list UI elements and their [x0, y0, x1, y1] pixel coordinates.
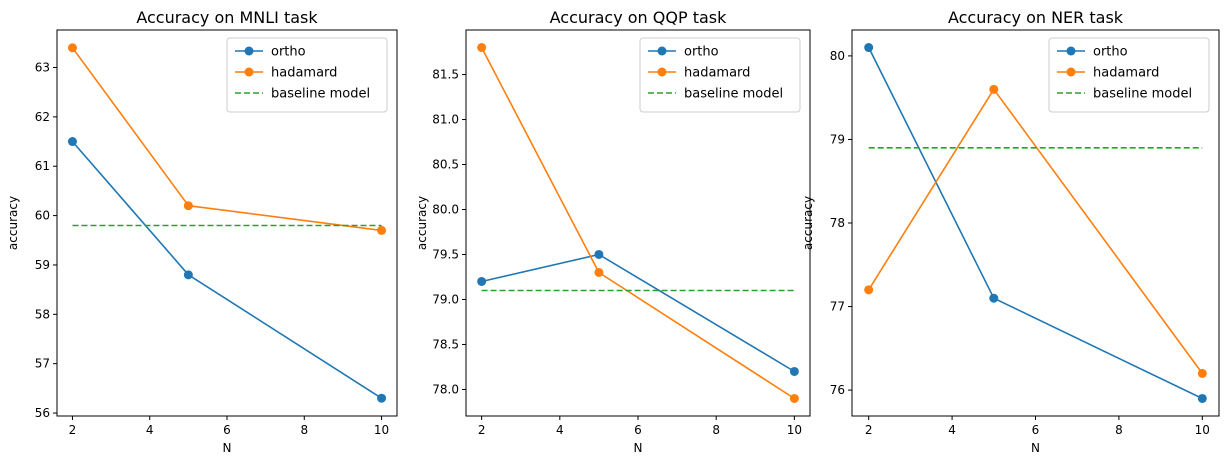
legend-marker-hadamard	[1066, 67, 1076, 77]
y-tick-label: 78.0	[432, 382, 459, 396]
y-tick-label: 62	[35, 110, 50, 124]
data-point-hadamard	[1197, 368, 1207, 378]
x-axis-label: N	[223, 441, 232, 455]
x-tick-label: 8	[1115, 423, 1123, 437]
y-tick-label: 77	[830, 300, 845, 314]
data-point-hadamard	[377, 225, 387, 235]
x-tick-label: 6	[223, 423, 231, 437]
data-point-ortho	[377, 393, 387, 403]
series-line-ortho	[481, 253, 795, 373]
y-tick-label: 79.0	[432, 292, 459, 306]
y-tick-label: 61	[35, 159, 50, 173]
x-tick-label: 6	[1032, 423, 1040, 437]
y-tick-label: 63	[35, 61, 50, 75]
legend-label-baseline-model: baseline model	[271, 87, 370, 102]
chart-title: Accuracy on QQP task	[550, 8, 727, 27]
series-line-hadamard	[868, 88, 1203, 374]
x-tick-label: 4	[556, 423, 564, 437]
legend-marker-hadamard	[657, 67, 667, 77]
y-tick-label: 57	[35, 357, 50, 371]
legend-marker-hadamard	[244, 67, 254, 77]
data-point-ortho	[594, 249, 604, 259]
x-tick-label: 10	[787, 423, 802, 437]
plot-frame	[851, 29, 1220, 417]
data-point-ortho	[864, 43, 874, 53]
y-tick-label: 59	[35, 258, 50, 272]
y-tick-label: 78	[830, 216, 845, 230]
x-axis-label: N	[634, 441, 643, 455]
legend-marker-ortho	[657, 46, 667, 56]
chart-panel-3: Accuracy on NER task 2 4 6 8 10 76 77 78 79 80 Nacc…	[801, 8, 1220, 455]
data-point-hadamard	[183, 201, 193, 211]
data-point-ortho	[477, 276, 487, 286]
legend-box	[639, 37, 801, 113]
x-tick-label: 6	[634, 423, 642, 437]
y-tick-label: 79.5	[432, 247, 459, 261]
legend-label-baseline-model: baseline model	[1093, 87, 1192, 102]
data-point-hadamard	[989, 84, 999, 94]
x-tick-label: 2	[478, 423, 486, 437]
legend-label-ortho: ortho	[271, 45, 306, 60]
data-point-ortho	[1197, 393, 1207, 403]
data-point-hadamard	[594, 267, 604, 277]
legend: ortho hadamard baseline model	[226, 37, 388, 113]
x-tick-label: 2	[865, 423, 873, 437]
y-tick-label: 80.5	[432, 158, 459, 172]
legend-label-baseline-model: baseline model	[684, 87, 783, 102]
y-tick-label: 56	[35, 406, 50, 420]
x-tick-label: 8	[712, 423, 720, 437]
legend-label-hadamard: hadamard	[271, 66, 337, 81]
legend-label-ortho: ortho	[1093, 45, 1128, 60]
data-point-hadamard	[477, 43, 487, 53]
legend: ortho hadamard baseline model	[1048, 37, 1210, 113]
data-point-ortho	[183, 270, 193, 280]
legend-label-hadamard: hadamard	[684, 66, 750, 81]
data-point-hadamard	[864, 285, 874, 295]
chart-panel-1: Accuracy on MNLI task 2 4 6 8 10 56 57 58 59 60 61 6…	[6, 8, 398, 455]
x-tick-label: 4	[146, 423, 154, 437]
plot-frame	[56, 29, 398, 417]
legend-marker-ortho	[244, 46, 254, 56]
legend: ortho hadamard baseline model	[639, 37, 801, 113]
data-point-ortho	[67, 137, 77, 147]
x-tick-label: 10	[374, 423, 389, 437]
y-tick-label: 79	[830, 132, 845, 146]
y-tick-label: 58	[35, 307, 50, 321]
legend-box	[1048, 37, 1210, 113]
data-point-hadamard	[789, 393, 799, 403]
y-tick-label: 80	[830, 49, 845, 63]
y-tick-label: 76	[830, 383, 845, 397]
series-line-ortho	[71, 141, 382, 399]
y-tick-label: 81.0	[432, 113, 459, 127]
plot-frame	[465, 29, 811, 417]
data-point-hadamard	[67, 43, 77, 53]
chart-title: Accuracy on MNLI task	[136, 8, 318, 27]
legend-label-ortho: ortho	[684, 45, 719, 60]
data-point-ortho	[989, 293, 999, 303]
x-tick-label: 10	[1195, 423, 1210, 437]
data-point-ortho	[789, 366, 799, 376]
y-tick-label: 81.5	[432, 68, 459, 82]
x-tick-label: 8	[300, 423, 308, 437]
x-tick-label: 2	[69, 423, 77, 437]
chart-panel-2: Accuracy on QQP task 2 4 6 8 10 78.0 78.5 79.0 79…	[415, 8, 811, 455]
legend-marker-ortho	[1066, 46, 1076, 56]
legend-box	[226, 37, 388, 113]
y-tick-label: 78.5	[432, 337, 459, 351]
x-tick-label: 4	[948, 423, 956, 437]
legend-label-hadamard: hadamard	[1093, 66, 1159, 81]
y-axis-label: accuracy	[6, 196, 20, 250]
y-axis-label: accuracy	[801, 196, 815, 250]
y-tick-label: 60	[35, 209, 50, 223]
chart-title: Accuracy on NER task	[948, 8, 1124, 27]
y-tick-label: 80.0	[432, 203, 459, 217]
x-axis-label: N	[1031, 441, 1040, 455]
y-axis-label: accuracy	[415, 196, 429, 250]
